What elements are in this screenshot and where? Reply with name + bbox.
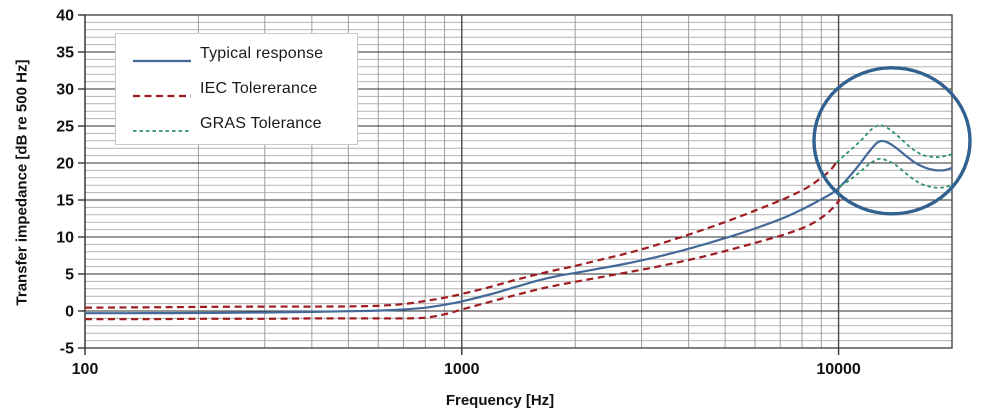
legend: Typical response IEC Tolererance GRAS Tole… xyxy=(115,33,358,145)
y-tick-label: 25 xyxy=(56,119,74,136)
highlight-circle-annotation xyxy=(812,66,972,216)
legend-item: GRAS Tolerance xyxy=(116,115,357,133)
legend-label: GRAS Tolerance xyxy=(200,115,322,133)
x-tick-label: 1000 xyxy=(444,361,480,378)
series-typical-response xyxy=(85,139,953,315)
y-tick-label: 15 xyxy=(56,193,74,210)
y-tick-label: 30 xyxy=(56,82,74,99)
plot-border xyxy=(84,14,953,349)
y-tick-label: 35 xyxy=(56,45,74,62)
legend-item: IEC Tolererance xyxy=(116,80,357,98)
x-tick-label: 10000 xyxy=(816,361,861,378)
y-axis-title: Transfer impedance [dB re 500 Hz] xyxy=(13,59,31,306)
x-tick-label: 100 xyxy=(72,361,99,378)
legend-swatch-canvas xyxy=(133,94,191,98)
y-tick-label: 10 xyxy=(56,230,74,247)
legend-swatch-canvas xyxy=(133,59,191,62)
series-iec-tolererance xyxy=(84,198,842,321)
legend-swatch-canvas xyxy=(133,130,191,133)
y-tick-label: 40 xyxy=(56,8,74,25)
y-tick-label: 5 xyxy=(65,267,74,284)
y-tick-label: 0 xyxy=(65,304,74,321)
legend-label: IEC Tolererance xyxy=(200,79,318,97)
y-tick-label: 20 xyxy=(56,156,74,173)
y-tick-label: -5 xyxy=(60,341,74,358)
legend-line-swatch xyxy=(133,51,191,62)
series-gras-tolerance xyxy=(839,157,953,189)
legend-line-swatch xyxy=(133,86,191,98)
series-iec-tolererance xyxy=(84,160,838,309)
legend-item: Typical response xyxy=(116,45,357,63)
series-gras-tolerance xyxy=(836,124,953,163)
legend-line-swatch xyxy=(133,121,191,133)
x-axis-title: Frequency [Hz] xyxy=(445,392,555,409)
legend-label: Typical response xyxy=(200,44,324,62)
